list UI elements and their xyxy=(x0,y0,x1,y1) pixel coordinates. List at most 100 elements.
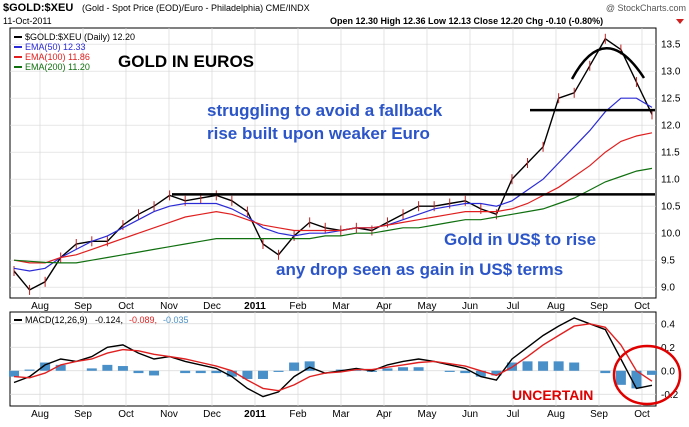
x-tick-label: Feb xyxy=(289,301,307,312)
x-tick-label: May xyxy=(418,301,437,312)
histogram-bar xyxy=(631,370,642,389)
price-x-axis: Aug Sep Oct Nov Dec 2011 Feb Mar Apr May Jun Jul Aug… xyxy=(31,301,650,312)
histogram-bar xyxy=(304,361,315,371)
price-legend: $GOLD:$XEU (Daily) 12.20 EMA(50) 12.33 E… xyxy=(14,32,135,72)
histogram-bar xyxy=(117,366,128,371)
histogram-bar xyxy=(522,361,533,371)
histogram-bar xyxy=(382,368,393,371)
series-line-3 xyxy=(13,167,653,264)
x-tick-label: Aug xyxy=(547,301,565,312)
legend-ema100: EMA(100) 11.86 xyxy=(25,52,90,62)
y-tick-label: 13.0 xyxy=(661,67,681,78)
y-tick-label: 12.5 xyxy=(661,94,681,105)
legend-ema200: EMA(200) 11.20 xyxy=(25,62,90,72)
macd-y-tick-label: 0.4 xyxy=(661,319,675,330)
macd-legend-value: -0.124, xyxy=(95,315,123,325)
x-tick-label: Sep xyxy=(74,301,92,312)
annotation-weaker-euro: rise built upon weaker Euro xyxy=(207,124,430,143)
macd-x-tick-label: May xyxy=(418,409,437,420)
macd-panel xyxy=(9,311,657,407)
histogram-bar xyxy=(195,370,206,374)
histogram-bar xyxy=(102,364,113,371)
macd-x-tick-label: Sep xyxy=(590,409,608,420)
macd-x-tick-label: 2011 xyxy=(244,409,266,420)
histogram-bar xyxy=(491,370,502,376)
price-panel xyxy=(9,27,657,299)
y-tick-label: 11.5 xyxy=(661,148,680,159)
y-tick-label: 10.5 xyxy=(661,202,681,213)
annotation-struggling: struggling to avoid a fallback xyxy=(207,101,443,120)
macd-x-tick-label: Oct xyxy=(634,409,650,420)
annotation-title: GOLD IN EUROS xyxy=(118,52,254,71)
histogram-bar xyxy=(86,368,97,371)
histogram-bar xyxy=(9,370,19,377)
histogram-bar xyxy=(538,361,549,371)
y-tick-label: 9.5 xyxy=(661,256,675,267)
histogram-bar xyxy=(475,370,486,377)
macd-x-tick-label: Feb xyxy=(289,409,307,420)
histogram-bar xyxy=(40,362,51,371)
symbol: $GOLD:$XEU xyxy=(3,2,73,14)
date-label: 11-Oct-2011 xyxy=(3,16,52,26)
price-series xyxy=(13,33,653,295)
annotation-uncertain: UNCERTAIN xyxy=(512,387,593,403)
histogram-bar xyxy=(600,370,611,374)
x-tick-label: Oct xyxy=(634,301,650,312)
histogram-bar xyxy=(553,361,564,371)
macd-x-tick-label: Mar xyxy=(332,409,350,420)
macd-x-tick-label: Nov xyxy=(160,409,178,420)
macd-grid xyxy=(10,312,656,406)
top-arc xyxy=(570,47,646,80)
histogram-bar xyxy=(289,362,300,371)
macd-x-tick-label: Sep xyxy=(74,409,92,420)
x-tick-label: Aug xyxy=(31,301,49,312)
histogram-bar xyxy=(273,370,284,372)
price-y-axis: 9.0 9.5 10.0 10.5 11.0 11.5 12.0 12.5 13.0 13.5 xyxy=(661,40,681,294)
histogram-bar xyxy=(242,370,253,379)
macd-x-tick-label: Jun xyxy=(462,409,478,420)
macd-x-tick-label: Apr xyxy=(376,409,392,420)
y-tick-label: 13.5 xyxy=(661,40,681,51)
y-tick-label: 9.0 xyxy=(661,283,675,294)
ohlc-readout: Open 12.30 High 12.36 Low 12.13 Close 12… xyxy=(330,16,603,26)
legend-ema50: EMA(50) 12.33 xyxy=(25,42,86,52)
legend-price: $GOLD:$XEU (Daily) 12.20 xyxy=(25,32,135,42)
y-tick-label: 12.0 xyxy=(661,121,681,132)
macd-y-tick-label: 0.0 xyxy=(661,366,675,377)
histogram-bar xyxy=(149,370,160,376)
price-grid xyxy=(10,28,656,298)
histogram-bar xyxy=(413,367,424,371)
uncertain-circle xyxy=(612,344,682,406)
series-line-0 xyxy=(13,37,653,291)
macd-x-tick-label: Jul xyxy=(507,409,520,420)
macd-x-tick-label: Aug xyxy=(31,409,49,420)
watermark: @ StockCharts.com xyxy=(606,3,686,13)
annotation-drop-gain: any drop seen as gain in US$ terms xyxy=(276,260,563,279)
macd-y-tick-label: 0.2 xyxy=(661,343,675,354)
macd-legend-signal: -0.089, xyxy=(129,315,157,325)
macd-legend-label: MACD(12,26,9) xyxy=(25,315,88,325)
x-tick-label: Dec xyxy=(203,301,221,312)
y-tick-label: 11.0 xyxy=(661,175,680,186)
histogram-bar xyxy=(55,364,66,371)
histogram-bar xyxy=(180,370,191,374)
description: (Gold - Spot Price (EOD)/Euro - Philadel… xyxy=(82,3,310,13)
annotation-gold-usd: Gold in US$ to rise xyxy=(444,230,596,249)
macd-series xyxy=(13,317,653,398)
histogram-bar xyxy=(226,370,237,377)
y-tick-label: 10.0 xyxy=(661,229,681,240)
macd-legend-hist: -0.035 xyxy=(163,315,189,325)
x-tick-label: Mar xyxy=(332,301,350,312)
histogram-bar xyxy=(647,370,657,375)
histogram-bar xyxy=(24,369,35,371)
x-tick-label: Jul xyxy=(507,301,520,312)
histogram-bar xyxy=(398,367,409,371)
histogram-bar xyxy=(257,370,268,379)
macd-x-axis: Aug Sep Oct Nov Dec 2011 Feb Mar Apr May Jun Jul Aug… xyxy=(31,409,650,420)
x-tick-label: Sep xyxy=(590,301,608,312)
trend-lines xyxy=(172,108,655,196)
series-line-1 xyxy=(13,97,653,272)
histogram-bar xyxy=(444,370,455,372)
macd-x-tick-label: Dec xyxy=(203,409,221,420)
